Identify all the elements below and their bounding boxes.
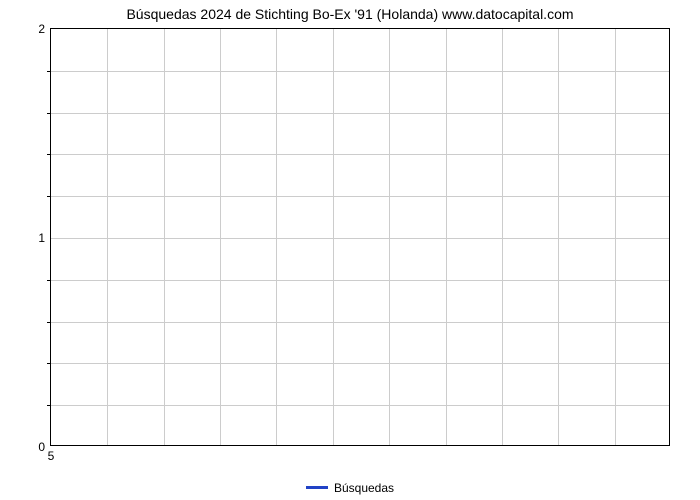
y-tick-minor xyxy=(47,154,51,155)
gridline-vertical xyxy=(502,29,503,445)
y-tick-minor xyxy=(47,113,51,114)
gridline-vertical xyxy=(389,29,390,445)
y-tick-minor xyxy=(47,405,51,406)
y-tick-minor xyxy=(47,71,51,72)
gridline-vertical xyxy=(107,29,108,445)
chart-container: Búsquedas 2024 de Stichting Bo-Ex '91 (H… xyxy=(0,0,700,500)
legend: Búsquedas xyxy=(0,478,700,495)
gridline-horizontal xyxy=(51,322,669,323)
plot-area: 0125 xyxy=(50,28,670,446)
chart-title: Búsquedas 2024 de Stichting Bo-Ex '91 (H… xyxy=(0,6,700,22)
x-tick-label: 5 xyxy=(48,449,55,463)
gridline-horizontal xyxy=(51,363,669,364)
gridline-vertical xyxy=(333,29,334,445)
gridline-vertical xyxy=(558,29,559,445)
legend-item: Búsquedas xyxy=(306,481,394,495)
gridline-horizontal xyxy=(51,405,669,406)
gridline-horizontal xyxy=(51,113,669,114)
y-tick-minor xyxy=(47,196,51,197)
y-tick-label: 2 xyxy=(38,22,45,36)
gridline-vertical xyxy=(220,29,221,445)
legend-swatch xyxy=(306,486,328,489)
gridline-vertical xyxy=(164,29,165,445)
legend-label: Búsquedas xyxy=(334,481,394,495)
gridline-horizontal xyxy=(51,196,669,197)
y-tick-label: 0 xyxy=(38,440,45,454)
gridline-vertical xyxy=(446,29,447,445)
y-tick-minor xyxy=(47,363,51,364)
gridline-horizontal xyxy=(51,280,669,281)
gridline-horizontal xyxy=(51,154,669,155)
y-tick-minor xyxy=(47,322,51,323)
y-tick-minor xyxy=(47,280,51,281)
gridline-horizontal xyxy=(51,238,669,239)
gridline-horizontal xyxy=(51,71,669,72)
y-tick-label: 1 xyxy=(38,231,45,245)
gridline-vertical xyxy=(615,29,616,445)
gridline-vertical xyxy=(276,29,277,445)
